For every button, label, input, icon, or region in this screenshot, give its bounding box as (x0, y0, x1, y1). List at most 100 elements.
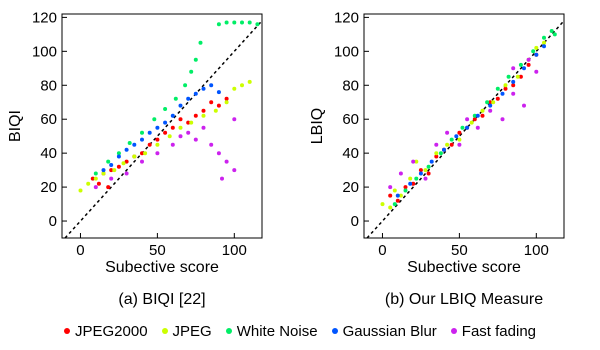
legend-label-fast-fading: Fast fading (461, 322, 537, 340)
point-b-jpeg2000-13 (488, 100, 493, 105)
y-tick-label-b-60: 60 (342, 111, 359, 128)
point-a-fast-fading-8 (193, 137, 198, 142)
point-a-fast-fading-5 (170, 142, 175, 147)
point-b-fast-fading-3 (423, 176, 428, 181)
point-a-jpeg2000-5 (116, 164, 121, 169)
point-b-jpeg2000-12 (480, 113, 485, 118)
point-a-fast-fading-10 (209, 142, 214, 147)
point-b-gaussian-blur-6 (465, 125, 470, 130)
x-axis-label-a: Subective score (105, 259, 219, 276)
point-a-gaussian-blur-0 (101, 168, 106, 173)
point-a-jpeg-3 (101, 171, 106, 176)
point-b-jpeg2000-8 (449, 142, 454, 147)
point-b-white-noise-4 (438, 151, 443, 156)
point-a-gaussian-blur-10 (178, 103, 183, 108)
point-a-white-noise-6 (163, 107, 168, 111)
point-a-white-noise-5 (152, 117, 157, 122)
point-b-jpeg2000-0 (388, 193, 393, 198)
point-b-white-noise-2 (414, 176, 419, 181)
point-b-white-noise-12 (531, 49, 536, 54)
caption-b: (b) Our LBIQ Measure (385, 291, 543, 308)
point-a-jpeg2000-12 (170, 125, 175, 130)
point-a-white-noise-0 (93, 171, 98, 176)
point-a-white-noise-14 (232, 20, 237, 25)
point-b-white-noise-7 (472, 113, 477, 118)
point-b-jpeg2000-5 (426, 171, 431, 176)
point-a-fast-fading-12 (224, 159, 229, 164)
point-a-fast-fading-2 (124, 171, 129, 176)
point-b-jpeg-16 (534, 45, 539, 50)
point-a-fast-fading-4 (155, 151, 160, 156)
point-a-gaussian-blur-4 (132, 142, 137, 147)
legend-marker-jpeg (161, 328, 168, 334)
point-b-jpeg2000-11 (472, 117, 477, 122)
point-b-white-noise-13 (542, 35, 546, 40)
y-tick-label-b-80: 80 (342, 77, 359, 94)
point-b-jpeg2000-15 (503, 86, 508, 91)
point-a-jpeg2000-17 (209, 100, 214, 105)
point-a-fast-fading-3 (140, 159, 144, 164)
y-tick-label-b-0: 0 (351, 213, 359, 230)
point-a-jpeg2000-11 (163, 130, 168, 135)
point-b-white-noise-8 (485, 100, 490, 105)
x-tick-label-b-50: 50 (451, 242, 468, 259)
point-a-fast-fading-6 (178, 134, 183, 139)
point-b-gaussian-blur-8 (488, 103, 493, 108)
point-a-jpeg-0 (78, 188, 83, 193)
point-b-gaussian-blur-7 (475, 113, 480, 118)
point-b-fast-fading-2 (411, 159, 416, 164)
point-a-jpeg2000-4 (109, 168, 114, 173)
point-a-white-noise-4 (140, 130, 144, 135)
point-b-gaussian-blur-5 (454, 134, 459, 139)
point-b-white-noise-14 (549, 29, 554, 33)
point-b-gaussian-blur-10 (511, 79, 516, 84)
point-b-white-noise-9 (495, 86, 500, 91)
legend: JPEG2000 JPEG White Noise Gaussian Blur … (0, 318, 600, 344)
point-a-jpeg2000-9 (147, 142, 152, 147)
legend-item-jpeg2000: JPEG2000 (63, 323, 148, 340)
point-b-jpeg-1 (388, 205, 393, 210)
point-b-gaussian-blur-12 (534, 52, 539, 57)
point-a-fast-fading-15 (232, 117, 237, 122)
point-a-white-noise-2 (116, 151, 121, 156)
x-tick-label-b-0: 0 (378, 242, 386, 259)
point-a-jpeg-13 (213, 108, 218, 113)
point-b-fast-fading-6 (457, 142, 462, 147)
point-b-jpeg-13 (503, 83, 508, 88)
point-a-gaussian-blur-9 (170, 113, 175, 118)
x-tick-label-a-50: 50 (149, 242, 166, 259)
point-a-jpeg-2 (93, 176, 98, 181)
x-tick-label-a-100: 100 (222, 242, 247, 259)
point-b-fast-fading-10 (500, 117, 505, 122)
point-a-white-noise-17 (255, 22, 260, 27)
point-b-white-noise-5 (449, 137, 454, 142)
point-a-gaussian-blur-13 (201, 86, 206, 91)
point-b-gaussian-blur-11 (522, 66, 526, 71)
y-tick-label-b-120: 120 (334, 9, 359, 26)
point-a-jpeg2000-10 (155, 137, 160, 142)
point-a-jpeg-7 (143, 151, 148, 156)
legend-label-jpeg: JPEG (172, 322, 212, 340)
point-a-fast-fading-7 (186, 130, 191, 135)
point-b-gaussian-blur-9 (500, 91, 505, 96)
point-b-jpeg2000-9 (457, 130, 462, 135)
point-b-jpeg2000-17 (518, 74, 523, 79)
point-a-white-noise-8 (183, 83, 188, 88)
point-a-jpeg2000-15 (193, 113, 198, 118)
point-b-jpeg-17 (542, 40, 546, 45)
y-tick-label-b-40: 40 (342, 145, 359, 162)
point-a-gaussian-blur-2 (116, 154, 121, 159)
legend-item-fast-fading: Fast fading (450, 322, 537, 340)
point-b-fast-fading-14 (526, 57, 531, 62)
point-a-jpeg-11 (189, 120, 194, 125)
point-b-jpeg-14 (515, 74, 520, 79)
point-b-fast-fading-13 (534, 69, 539, 74)
point-a-gaussian-blur-1 (109, 163, 114, 167)
point-b-fast-fading-9 (488, 108, 493, 113)
caption-a: (a) BIQI [22] (118, 291, 205, 308)
point-a-jpeg2000-16 (201, 108, 206, 113)
y-tick-label-a-20: 20 (40, 179, 57, 196)
point-b-jpeg2000-14 (495, 96, 500, 101)
point-a-jpeg-1 (86, 181, 91, 186)
point-b-white-noise-10 (506, 74, 511, 79)
